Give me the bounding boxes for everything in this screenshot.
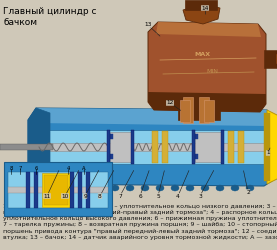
Bar bbox=[44, 175, 68, 205]
Polygon shape bbox=[183, 4, 220, 24]
Text: 5: 5 bbox=[156, 194, 160, 198]
Bar bbox=[195, 132, 223, 162]
Text: 11: 11 bbox=[43, 194, 51, 198]
Text: MIN: MIN bbox=[206, 69, 218, 74]
Ellipse shape bbox=[201, 185, 209, 191]
Text: 13: 13 bbox=[144, 22, 152, 28]
Bar bbox=[4, 162, 112, 216]
Bar bbox=[107, 130, 110, 164]
Bar bbox=[42, 173, 70, 207]
Bar bbox=[199, 97, 209, 123]
Bar bbox=[8, 172, 108, 208]
Text: A: A bbox=[82, 166, 86, 171]
Bar bbox=[78, 172, 82, 208]
Bar bbox=[276, 54, 277, 64]
Polygon shape bbox=[267, 110, 277, 184]
Bar bbox=[86, 172, 90, 208]
Text: 7: 7 bbox=[18, 166, 22, 171]
Ellipse shape bbox=[36, 185, 44, 191]
Bar bbox=[0, 144, 53, 150]
Ellipse shape bbox=[216, 185, 224, 191]
Bar bbox=[152, 131, 158, 163]
Ellipse shape bbox=[156, 185, 164, 191]
Bar bbox=[194, 154, 198, 159]
Bar bbox=[109, 134, 113, 139]
Bar bbox=[36, 143, 267, 151]
Text: 7: 7 bbox=[118, 194, 122, 198]
Polygon shape bbox=[28, 108, 272, 186]
Bar bbox=[194, 134, 198, 139]
Bar bbox=[110, 132, 132, 162]
Bar bbox=[36, 130, 267, 164]
Bar bbox=[8, 187, 108, 193]
Text: 8: 8 bbox=[9, 166, 13, 171]
Ellipse shape bbox=[111, 185, 119, 191]
Text: 10: 10 bbox=[61, 194, 69, 198]
Text: MAX: MAX bbox=[194, 52, 210, 57]
Text: 8: 8 bbox=[98, 194, 102, 198]
Text: 2: 2 bbox=[246, 190, 250, 194]
Polygon shape bbox=[148, 92, 266, 112]
Text: 4: 4 bbox=[176, 194, 180, 198]
Text: 6: 6 bbox=[34, 166, 38, 171]
Text: 3: 3 bbox=[198, 194, 202, 198]
Bar bbox=[192, 130, 195, 164]
Text: 9: 9 bbox=[83, 194, 87, 198]
Ellipse shape bbox=[126, 185, 134, 191]
Bar bbox=[180, 100, 190, 122]
Text: 14: 14 bbox=[201, 6, 209, 10]
Polygon shape bbox=[148, 22, 266, 112]
Bar bbox=[228, 131, 234, 163]
Text: 4: 4 bbox=[66, 166, 70, 171]
Bar bbox=[131, 130, 134, 164]
Text: 12: 12 bbox=[166, 100, 174, 105]
Bar bbox=[264, 113, 270, 181]
Bar bbox=[238, 131, 244, 163]
Ellipse shape bbox=[96, 185, 104, 191]
Bar bbox=[109, 154, 113, 159]
Ellipse shape bbox=[186, 185, 194, 191]
Bar bbox=[178, 100, 220, 120]
Text: 1 – корпус главного цилиндра; 2 – уплотнительное кольцо низкого давления; 3 – по: 1 – корпус главного цилиндра; 2 – уплотн… bbox=[3, 204, 277, 240]
Bar bbox=[26, 172, 30, 208]
Text: 1: 1 bbox=[266, 150, 270, 156]
Bar bbox=[264, 50, 277, 68]
Bar bbox=[204, 100, 214, 122]
Ellipse shape bbox=[171, 185, 179, 191]
Bar bbox=[221, 130, 224, 164]
Bar bbox=[185, 0, 217, 10]
Ellipse shape bbox=[81, 185, 89, 191]
Ellipse shape bbox=[231, 185, 239, 191]
Ellipse shape bbox=[141, 185, 149, 191]
Bar bbox=[70, 172, 74, 208]
Bar bbox=[162, 131, 168, 163]
Bar bbox=[34, 172, 38, 208]
Polygon shape bbox=[36, 108, 267, 126]
Bar bbox=[183, 97, 193, 123]
Text: 6: 6 bbox=[138, 194, 142, 198]
Text: Главный цилиндр с
бачком: Главный цилиндр с бачком bbox=[3, 7, 96, 27]
Polygon shape bbox=[156, 22, 261, 37]
Ellipse shape bbox=[246, 185, 254, 191]
Polygon shape bbox=[28, 108, 50, 184]
Ellipse shape bbox=[66, 185, 74, 191]
Ellipse shape bbox=[51, 185, 59, 191]
